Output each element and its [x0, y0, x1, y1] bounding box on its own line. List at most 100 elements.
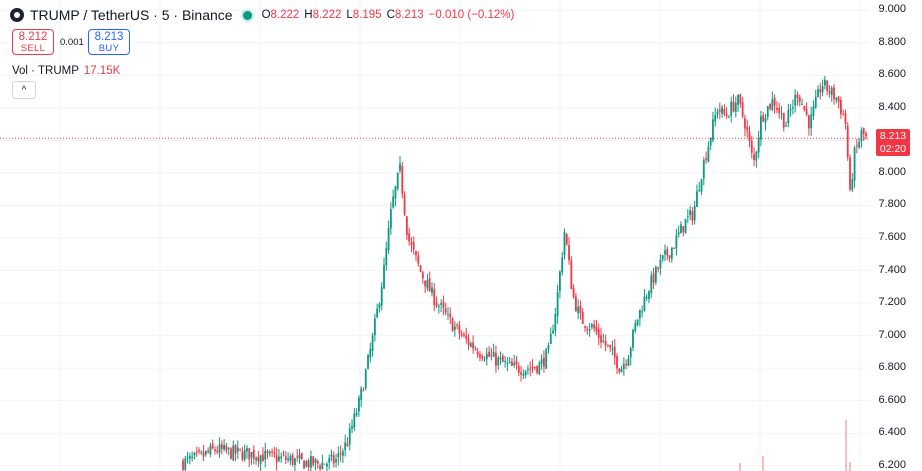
candle-body: [844, 113, 847, 124]
candle-body: [766, 106, 769, 118]
high-value: 8.222: [312, 9, 342, 21]
candle-body: [732, 101, 735, 112]
candle-body: [387, 227, 390, 251]
candle-body: [479, 354, 481, 358]
candle-body: [821, 86, 824, 93]
candle-body: [337, 453, 340, 458]
candle-body: [842, 114, 845, 116]
candle-body: [463, 334, 465, 336]
candle-body: [485, 353, 488, 360]
candle-body: [506, 362, 509, 364]
candle-body: [275, 455, 278, 463]
candle-body: [739, 94, 742, 104]
candle-body: [353, 413, 356, 428]
buy-button[interactable]: 8.213 BUY: [88, 29, 130, 55]
high-key: H: [304, 9, 313, 21]
volume-label: Vol · TRUMP: [12, 65, 79, 77]
price-axis-tick-label: 8.800: [878, 35, 906, 48]
candle-body: [531, 367, 534, 369]
candle-body: [700, 179, 703, 192]
price-axis-tick-label: 7.400: [878, 263, 906, 276]
candle-body: [476, 351, 479, 355]
candle-body: [702, 160, 705, 179]
candle-body: [693, 206, 696, 221]
candle-body: [307, 460, 310, 468]
candle-body: [444, 308, 447, 313]
candle-body: [282, 454, 285, 456]
candle-body: [762, 115, 765, 122]
candle-body: [501, 355, 504, 363]
candle-body: [202, 452, 205, 457]
candle-body: [392, 196, 395, 208]
candle-body: [565, 234, 568, 245]
candle-body: [638, 309, 641, 319]
candle-body: [593, 324, 596, 329]
sell-price: 8.212: [18, 31, 48, 43]
candle-body: [773, 97, 776, 106]
candle-body: [321, 462, 324, 469]
candle-body: [629, 348, 632, 358]
chevron-up-icon: ^: [21, 84, 27, 96]
candle-body: [367, 355, 369, 369]
trump-coin-logo-icon: [10, 8, 24, 22]
candle-body: [184, 458, 187, 470]
candle-body: [595, 326, 598, 332]
candle-body: [243, 450, 246, 460]
candle-body: [570, 260, 573, 290]
candle-body: [399, 163, 401, 172]
collapse-legend-button[interactable]: ^: [12, 81, 36, 99]
candle-body: [211, 443, 214, 449]
price-axis-tick-label: 6.400: [878, 426, 906, 439]
candle-body: [659, 259, 662, 269]
candle-body: [339, 453, 342, 455]
close-key: C: [386, 9, 395, 21]
symbol-title[interactable]: TRUMP / TetherUS · 5 · Binance: [30, 7, 233, 23]
candle-body: [326, 463, 328, 467]
candle-body: [543, 357, 545, 367]
candle-body: [650, 275, 653, 294]
candle-body: [552, 330, 554, 334]
candle-body: [819, 89, 822, 93]
candle-body: [182, 460, 184, 470]
candle-body: [527, 369, 529, 371]
candle-body: [661, 255, 664, 260]
candle-body: [323, 463, 326, 465]
candle-body: [725, 113, 728, 116]
candle-body: [632, 329, 634, 348]
candle-body: [839, 99, 842, 115]
candle-body: [670, 248, 673, 259]
candle-body: [440, 303, 443, 305]
candle-body: [225, 445, 228, 451]
price-axis-tick-label: 6.600: [878, 393, 906, 406]
candle-body: [707, 146, 710, 162]
low-value: 8.195: [352, 9, 382, 21]
candle-body: [200, 451, 203, 453]
candle-body: [520, 372, 522, 375]
candle-body: [241, 451, 244, 460]
candle-body: [346, 443, 349, 447]
candle-body: [846, 125, 849, 158]
candle-body: [232, 445, 235, 461]
candle-body: [538, 362, 541, 375]
sell-button[interactable]: 8.212 SELL: [12, 29, 54, 55]
candle-body: [305, 461, 308, 467]
candle-body: [835, 98, 838, 101]
candle-body: [572, 287, 575, 298]
candle-body: [686, 216, 689, 218]
price-axis-tick-label: 6.200: [878, 458, 906, 471]
candle-body: [709, 137, 712, 146]
candle-body: [657, 267, 660, 270]
candle-body: [664, 250, 666, 255]
candle-body: [830, 87, 833, 96]
candle-body: [348, 428, 351, 445]
candle-body: [488, 351, 490, 357]
candle-body: [549, 333, 552, 344]
candle-body: [426, 280, 429, 289]
candle-body: [691, 210, 694, 221]
candle-body: [328, 458, 331, 463]
candle-body: [584, 325, 586, 328]
candle-body: [303, 460, 305, 469]
candle-body: [362, 390, 365, 392]
candle-body: [810, 114, 813, 129]
